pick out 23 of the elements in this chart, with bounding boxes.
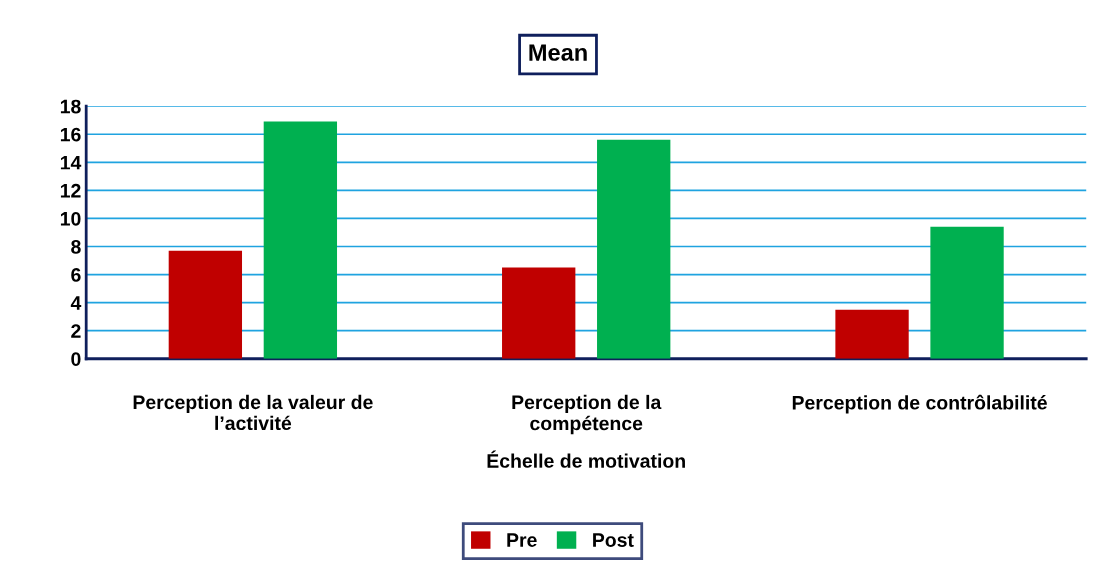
- y-tick-label: 4: [70, 296, 82, 310]
- bar: [168, 250, 243, 359]
- bar: [502, 267, 576, 359]
- y-tick-label: 2: [71, 324, 81, 338]
- x-tick-label: Perception de la compétence: [512, 394, 662, 435]
- y-tick-label: 16: [60, 127, 81, 142]
- chart-title: Mean: [529, 44, 587, 61]
- x-tick-label: Perception de contrôlabilité: [792, 394, 1047, 414]
- bar: [835, 309, 909, 359]
- bar: [263, 121, 338, 359]
- bar: [597, 139, 671, 359]
- y-tick-label: 0: [71, 352, 81, 366]
- y-tick-label: 18: [60, 99, 81, 114]
- y-tick-label: 8: [71, 239, 81, 254]
- y-tick-label: 10: [60, 211, 81, 226]
- y-tick-label: 14: [60, 155, 82, 170]
- y-tick-label: 12: [60, 183, 81, 198]
- legend-label: Pre: [507, 533, 537, 547]
- bar: [930, 226, 1004, 359]
- x-tick-label: Perception de la valeur de l’activité: [133, 394, 373, 431]
- x-axis-title: Échelle de motivation: [487, 450, 685, 468]
- legend-label: Post: [593, 533, 634, 547]
- y-tick-label: 6: [71, 268, 81, 282]
